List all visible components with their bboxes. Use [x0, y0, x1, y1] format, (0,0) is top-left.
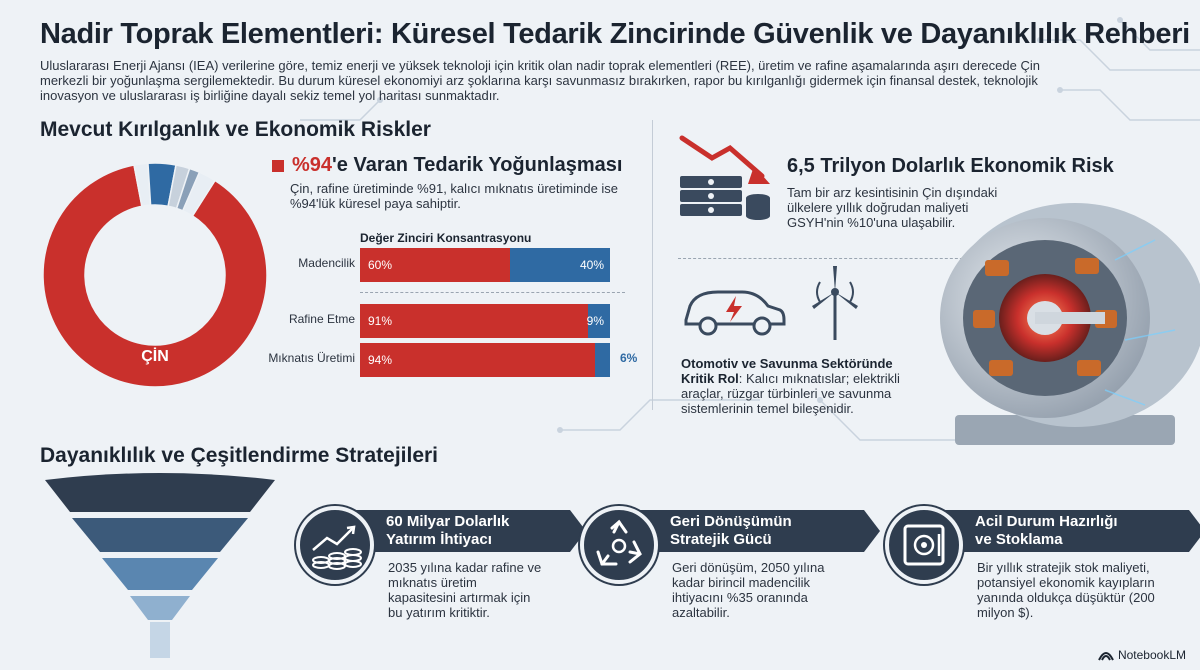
footer-brand: NotebookLM	[1117, 648, 1186, 662]
china-share-value: 94%	[368, 353, 393, 367]
china-share-bar: 94%	[360, 343, 595, 377]
notebooklm-logo: NotebookLM	[1098, 648, 1186, 662]
concentration-highlight: %94	[292, 154, 333, 176]
funnel-icon	[45, 473, 275, 658]
concentration-title-rest: 'e Varan Tedarik Yoğunlaşması	[332, 154, 623, 176]
donut-slice-other	[181, 171, 217, 217]
other-share-bar: 40%	[510, 248, 610, 282]
bar-divider	[360, 292, 625, 293]
strategy-title: Geri Dönüşümün Stratejik Gücü	[670, 513, 792, 549]
value-chain-row-label: Madencilik	[298, 256, 355, 270]
recycle-icon	[584, 510, 654, 580]
china-share-bar: 60%	[360, 248, 510, 282]
strategy-description: 2035 yılına kadar rafine ve mıknatıs üre…	[388, 560, 542, 620]
other-share-value: 40%	[579, 258, 604, 272]
strategy-banner: 60 Milyar Dolarlık Yatırım İhtiyacı	[326, 510, 586, 552]
strategy-banner-shape	[610, 510, 880, 552]
intro-paragraph: Uluslararası Enerji Ajansı (IEA) veriler…	[40, 58, 1040, 103]
strategies-section-title: Dayanıklılık ve Çeşitlendirme Stratejile…	[40, 444, 439, 467]
strategy-banner: Acil Durum Hazırlığı ve Stoklama	[915, 510, 1200, 552]
value-chain-row-label: Rafine Etme	[288, 312, 355, 326]
concentration-description: Çin, rafine üretiminde %91, kalıcı mıkna…	[290, 181, 619, 211]
strategy-title-line1: Acil Durum Hazırlığı	[975, 513, 1118, 530]
other-share-value: 6%	[620, 351, 638, 365]
value-chain-row: Mıknatıs Üretimi 6% 94%	[260, 343, 660, 377]
value-chain-title: Değer Zinciri Konsantrasyonu	[360, 231, 532, 245]
auto-defense-description: Otomotiv ve Savunma Sektöründe Kritik Ro…	[681, 356, 916, 416]
strategy-icon-circle	[296, 506, 374, 584]
strategy-title-line2: ve Stoklama	[975, 531, 1063, 548]
auto-defense-rest: : Kalıcı mıknatıslar; elektrikli araçlar…	[681, 371, 900, 416]
other-share-bar: 9%	[586, 304, 610, 338]
coins-growth-icon	[300, 510, 370, 580]
strategy-icon-circle	[885, 506, 963, 584]
other-share-value: 9%	[586, 314, 604, 328]
strategy-title: Acil Durum Hazırlığı ve Stoklama	[975, 513, 1118, 549]
donut-slice-china	[42, 164, 268, 388]
section-vertical-divider	[652, 120, 653, 410]
strategy-banner-shape	[326, 510, 586, 552]
wind-turbine-icon	[812, 266, 858, 340]
strategy-title: 60 Milyar Dolarlık Yatırım İhtiyacı	[386, 513, 509, 549]
china-share-bar: 91%	[360, 304, 588, 338]
value-chain-row: Madencilik 60% 40%	[260, 248, 660, 282]
page-title: Nadir Toprak Elementleri: Küresel Tedari…	[40, 18, 1190, 50]
value-chain-row: Rafine Etme 91% 9%	[260, 304, 660, 338]
right-horizontal-divider	[678, 258, 978, 259]
strategy-icon-circle	[580, 506, 658, 584]
strategy-title-line2: Yatırım İhtiyacı	[386, 531, 492, 548]
china-share-value: 60%	[368, 258, 393, 272]
economic-risk-description: Tam bir arz kesintisinin Çin dışındaki ü…	[787, 185, 998, 230]
strategy-title-line1: Geri Dönüşümün	[670, 513, 792, 530]
donut-china-label: ÇİN	[141, 348, 169, 365]
concentration-title: %94'e Varan Tedarik Yoğunlaşması	[272, 154, 622, 177]
economic-risk-title: 6,5 Trilyon Dolarlık Ekonomik Risk	[787, 155, 1114, 177]
china-share-value: 91%	[368, 314, 393, 328]
money-stack-decline-icon	[679, 135, 770, 220]
strategy-banner: Geri Dönüşümün Stratejik Gücü	[610, 510, 880, 552]
value-chain-row-label: Mıknatıs Üretimi	[268, 351, 355, 365]
strategy-description: Geri dönüşüm, 2050 yılına kadar birincil…	[672, 560, 825, 620]
electric-car-icon	[684, 290, 786, 336]
auto-defense-bold: Otomotiv ve Savunma Sektöründe Kritik Ro…	[681, 356, 893, 386]
china-share-donut-chart	[42, 162, 268, 388]
value-chain-bar: 94%	[360, 343, 610, 377]
strategy-title-line2: Stratejik Gücü	[670, 531, 772, 548]
other-share-bar	[595, 343, 610, 377]
strategy-description: Bir yıllık stratejik stok maliyeti, pota…	[977, 560, 1155, 620]
strategy-title-line1: 60 Milyar Dolarlık	[386, 513, 510, 530]
notebooklm-logo-icon	[1098, 652, 1114, 661]
value-chain-bar: 91% 9%	[360, 304, 610, 338]
value-chain-bar: 60% 40%	[360, 248, 610, 282]
red-square-marker	[272, 159, 284, 172]
risks-section-title: Mevcut Kırılganlık ve Ekonomik Riskler	[40, 118, 431, 141]
safe-icon	[889, 510, 959, 580]
electric-motor-illustration	[940, 203, 1200, 445]
strategy-banner-shape	[915, 510, 1200, 552]
